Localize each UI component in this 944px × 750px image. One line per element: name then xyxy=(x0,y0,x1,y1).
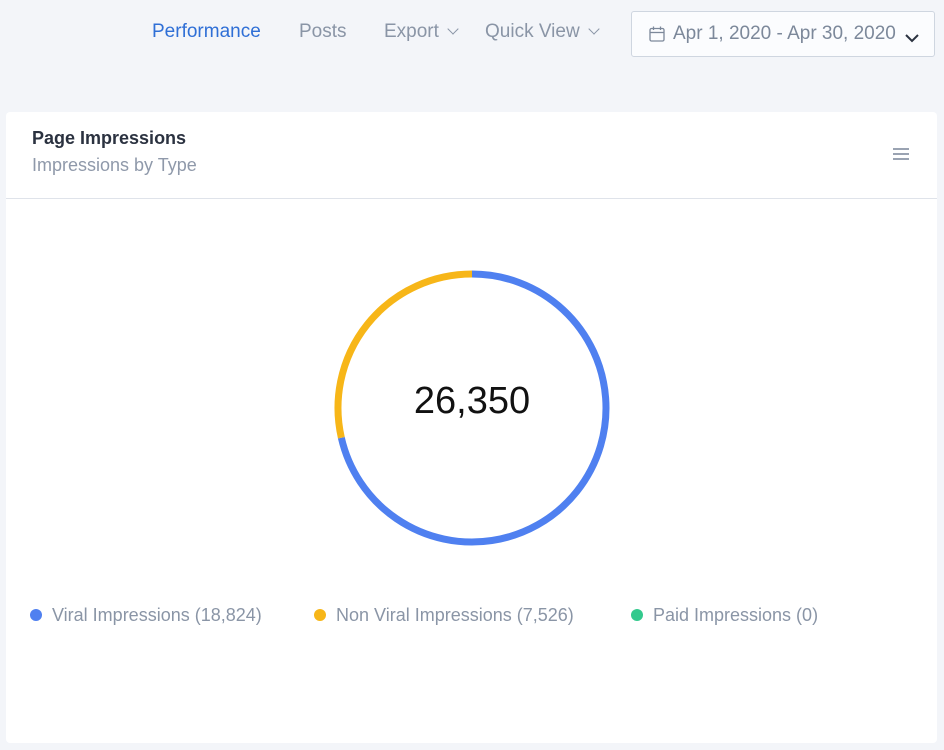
donut-slice-non-viral-impressions[interactable] xyxy=(334,270,473,439)
donut-slice-viral-impressions[interactable] xyxy=(337,270,610,546)
legend-item-paid[interactable]: Paid Impressions (0) xyxy=(631,605,818,626)
legend-label: Paid Impressions (0) xyxy=(653,605,819,625)
calendar-icon xyxy=(649,26,665,42)
legend-label: Non Viral Impressions (7,526) xyxy=(336,605,574,625)
hamburger-menu-icon[interactable] xyxy=(893,148,909,161)
tab-posts[interactable]: Posts xyxy=(299,21,347,42)
donut-total-label: 26,350 xyxy=(413,380,531,422)
date-range-picker[interactable]: Apr 1, 2020 - Apr 30, 2020 xyxy=(631,11,935,57)
divider xyxy=(6,198,937,199)
date-range-label: Apr 1, 2020 - Apr 30, 2020 xyxy=(673,23,896,44)
export-label: Export xyxy=(384,21,439,42)
quick-view-label: Quick View xyxy=(485,21,580,42)
legend-dot xyxy=(314,609,326,621)
quick-view-dropdown[interactable]: Quick View xyxy=(485,21,600,43)
page-impressions-card: Page Impressions Impressions by Type 26,… xyxy=(6,112,937,743)
donut-chart xyxy=(334,270,610,546)
chevron-down-icon xyxy=(905,34,919,43)
top-nav: Performance Posts Export Quick View Apr … xyxy=(0,0,944,96)
legend-label: Viral Impressions (18,824) xyxy=(52,605,262,625)
legend-dot xyxy=(30,609,42,621)
card-title: Page Impressions xyxy=(32,128,187,148)
legend-dot xyxy=(631,609,643,621)
chevron-down-icon xyxy=(588,23,600,35)
legend-item-non-viral[interactable]: Non Viral Impressions (7,526) xyxy=(314,605,574,626)
card-subtitle: Impressions by Type xyxy=(32,155,197,175)
legend-item-viral[interactable]: Viral Impressions (18,824) xyxy=(30,605,262,626)
tab-performance[interactable]: Performance xyxy=(152,21,261,42)
chevron-down-icon xyxy=(447,23,459,35)
export-dropdown[interactable]: Export xyxy=(384,21,459,43)
